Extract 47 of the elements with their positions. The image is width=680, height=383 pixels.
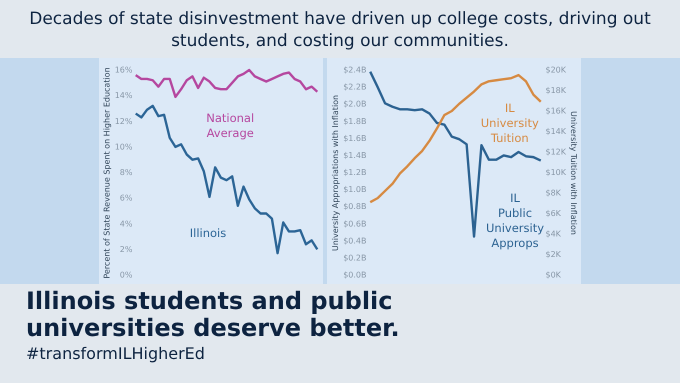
y-tick-label: $1.2B: [343, 168, 366, 177]
text: Illinois: [190, 226, 226, 240]
y2-tick-label: $12K: [546, 148, 567, 156]
text: #transformILHigherEd: [26, 344, 206, 363]
y2-tick-label: $20K: [546, 66, 567, 74]
y-tick-label: $0.6B: [343, 219, 366, 228]
y-tick-label: $0.0B: [343, 270, 366, 280]
y-tick-label: $2.2B: [343, 82, 366, 92]
y2-tick-label: $14K: [546, 127, 567, 136]
y-tick-label: 10%: [114, 142, 133, 152]
y2-tick-label: $4K: [546, 230, 562, 238]
y2-tick-label: $6K: [546, 209, 562, 218]
y-tick-label: $0.8B: [343, 202, 366, 212]
y2-tick-label: $8K: [546, 188, 562, 198]
y2-tick-label: $2K: [546, 250, 562, 259]
y-axis-title: University Appropriations with Inflation: [331, 94, 340, 252]
chart-title: Decades of state disinvestment have driven up college costs, driving out students, and costing our communities.: [28, 8, 652, 53]
y-tick-label: 0%: [120, 270, 133, 280]
y2-tick-label: $18K: [546, 86, 567, 95]
y-tick-label: 14%: [114, 91, 133, 100]
y-tick-label: $0.4B: [343, 236, 366, 246]
y-tick-label: 6%: [120, 194, 133, 203]
y2-tick-label: $16K: [546, 106, 567, 116]
y-tick-label: 16%: [114, 66, 133, 74]
y-tick-label: 2%: [120, 244, 133, 254]
y-axis-title: Percent of State Revenue Spent on Higher Education: [102, 67, 112, 279]
y-tick-label: 8%: [120, 168, 133, 177]
y-tick-label: 12%: [114, 116, 133, 126]
line-series: [134, 68, 318, 98]
y2-tick-label: $0K: [546, 270, 562, 280]
line-series: [369, 74, 542, 204]
series-label: IL University Tuition: [480, 100, 539, 145]
y-tick-label: $1.6B: [343, 134, 366, 143]
y-tick-label: $2.0B: [343, 100, 366, 109]
y-tick-label: $1.4B: [343, 150, 366, 160]
y-tick-label: 4%: [120, 219, 133, 228]
y-tick-label: $0.2B: [343, 253, 366, 262]
series-label: IL Public University Approps: [486, 191, 544, 250]
y2-axis-title: University Tuition with Inflation: [569, 111, 578, 235]
text: National Average: [206, 111, 254, 140]
y-tick-label: $1.8B: [343, 116, 366, 126]
y-tick-label: $1.0B: [343, 185, 366, 194]
line-series: [134, 104, 318, 254]
line-series: [369, 70, 542, 238]
text: Illinois students and public universities deserve better.: [26, 287, 401, 342]
y-tick-label: $2.4B: [343, 66, 366, 74]
y2-tick-label: $10K: [546, 168, 567, 177]
